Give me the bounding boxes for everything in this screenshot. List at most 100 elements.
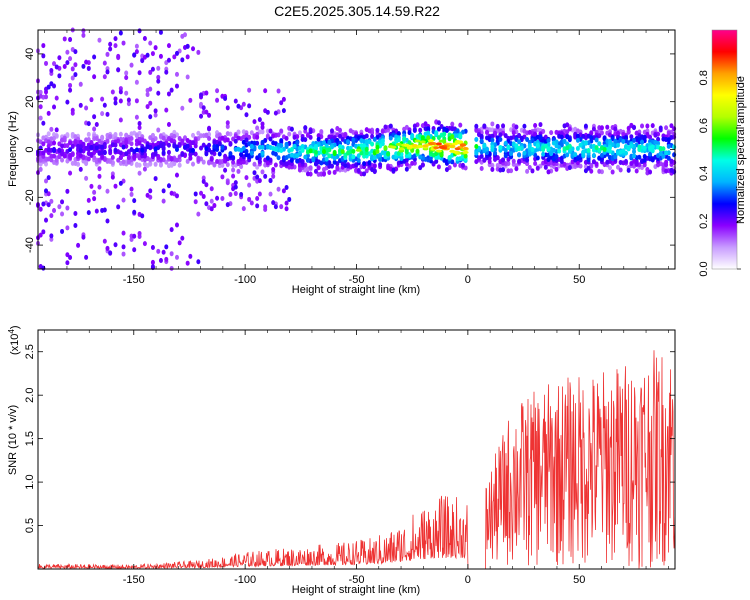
heatmap-cell [134, 43, 139, 49]
heatmap-cell [220, 174, 225, 180]
heatmap-cell [634, 168, 639, 174]
heatmap-cell [658, 146, 663, 152]
heatmap-cell [204, 90, 209, 96]
heatmap-cell [134, 98, 139, 104]
heatmap-cell [517, 139, 522, 145]
heatmap-cell [102, 74, 107, 80]
heatmap-cell [113, 147, 118, 153]
heatmap-cell [44, 60, 49, 66]
heatmap-cell [450, 121, 455, 127]
heatmap-cell [78, 166, 83, 172]
heatmap-cell [209, 198, 214, 204]
heatmap-cell [479, 153, 484, 159]
heatmap-cell [308, 129, 313, 135]
heatmap-cell [191, 147, 196, 153]
heatmap-cell [52, 140, 57, 146]
heatmap-cell [137, 162, 142, 168]
heatmap-cell [263, 88, 268, 94]
heatmap-cell [279, 138, 284, 144]
heatmap-cell [367, 160, 372, 166]
heatmap-cell [605, 159, 610, 165]
heatmap-cell [166, 142, 171, 148]
heatmap-cell [525, 137, 530, 143]
heatmap-cell [129, 62, 134, 68]
heatmap-cell [46, 147, 51, 153]
heatmap-cell [140, 137, 145, 143]
heatmap-cell [78, 81, 83, 87]
heatmap-cell [52, 148, 57, 154]
heatmap-cell [116, 53, 121, 59]
heatmap-cell [359, 150, 364, 156]
heatmap-cell [265, 155, 270, 161]
heatmap-cell [459, 143, 466, 147]
heatmap-cell [132, 233, 137, 239]
heatmap-cell [52, 207, 57, 213]
heatmap-cell [546, 157, 551, 163]
heatmap-cell [44, 178, 49, 184]
heatmap-cell [546, 146, 551, 152]
heatmap-cell [378, 156, 383, 162]
heatmap-cell [65, 49, 70, 55]
heatmap-cell [191, 132, 196, 138]
heatmap-cell [217, 141, 222, 147]
heatmap-cell [632, 149, 637, 155]
heatmap-cell [300, 137, 305, 143]
heatmap-cell [422, 144, 429, 148]
heatmap-cell [418, 127, 423, 133]
heatmap-cell [108, 250, 113, 256]
heatmap-cell [511, 130, 516, 136]
heatmap-cell [289, 147, 294, 153]
heatmap-cell [460, 162, 465, 168]
heatmap-cell [268, 128, 273, 134]
heatmap-cell [581, 133, 586, 139]
heatmap-cell [517, 146, 522, 152]
heatmap-cell [313, 144, 318, 150]
heatmap-cell [653, 132, 658, 138]
heatmap-cell [372, 163, 377, 169]
heatmap-cell [436, 164, 441, 170]
heatmap-cell [474, 127, 479, 133]
x-tick-label: 50 [573, 274, 585, 286]
heatmap-cell [252, 140, 257, 146]
heatmap-cell [597, 141, 602, 147]
heatmap-cell [501, 167, 506, 173]
heatmap-cell [648, 169, 653, 175]
heatmap-cell [454, 147, 461, 151]
heatmap-cell [493, 150, 498, 156]
heatmap-cell [605, 124, 610, 130]
heatmap-cell [188, 97, 193, 103]
heatmap-cell [118, 180, 123, 186]
heatmap-cell [185, 43, 190, 49]
heatmap-cell [38, 232, 43, 238]
heatmap-cell [404, 161, 409, 167]
heatmap-cell [38, 104, 43, 110]
heatmap-cell [308, 165, 313, 171]
heatmap-cell [300, 147, 305, 153]
heatmap-cell [442, 126, 447, 132]
heatmap-cell [447, 155, 452, 161]
heatmap-cell [458, 122, 463, 128]
heatmap-cell [132, 198, 137, 204]
heatmap-cell [70, 143, 75, 149]
heatmap-cell [271, 200, 276, 206]
heatmap-cell [239, 152, 244, 158]
heatmap-cell [209, 186, 214, 192]
heatmap-cell [427, 142, 434, 146]
heatmap-cell [105, 218, 110, 224]
heatmap-cell [49, 126, 54, 132]
heatmap-cell [204, 133, 209, 139]
heatmap-cell [386, 151, 391, 157]
heatmap-cell [554, 154, 559, 160]
heatmap-cell [137, 121, 142, 127]
heatmap-cell [289, 126, 294, 132]
heatmap-cell [271, 146, 276, 152]
heatmap-cell [509, 135, 514, 141]
heatmap-cell [511, 158, 516, 164]
heatmap-cell [327, 139, 332, 145]
heatmap-cell [161, 146, 166, 152]
heatmap-cell [249, 150, 254, 156]
spectrogram-panel: -150 -100 -50 0 50 -40 -20 0 20 40 Height of str… [7, 27, 677, 296]
heatmap-cell [204, 109, 209, 115]
heatmap-cell [209, 156, 214, 162]
y-tick-label: -40 [24, 237, 36, 253]
